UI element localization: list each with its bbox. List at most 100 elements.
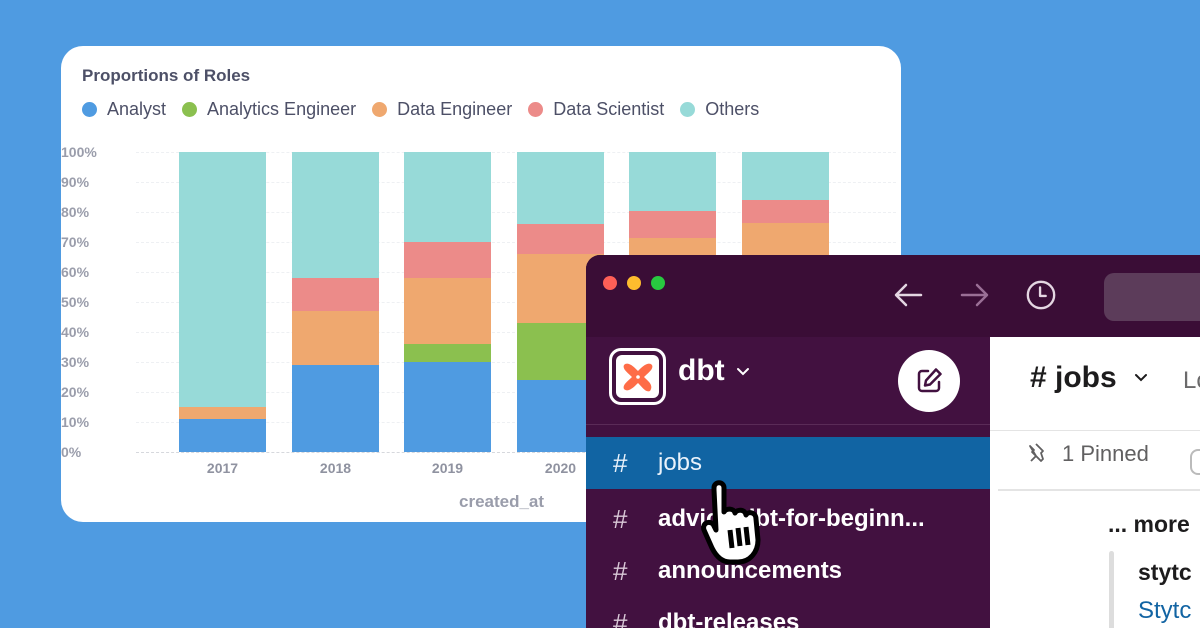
x-tick-label: 2020 [544,460,577,476]
legend-label: Data Scientist [553,99,665,119]
channel-title[interactable]: # jobs [1030,361,1117,394]
dbt-logo-icon [623,363,652,391]
channel-main-pane: # jobs Lo 1 Pinned ... more stytc Stytc [990,337,1200,628]
bar-segment[interactable] [742,200,829,223]
bar-2019[interactable] [404,152,491,452]
search-input[interactable] [1104,273,1200,321]
legend-dot-icon [680,102,696,117]
x-tick-label: 2019 [431,460,464,476]
compose-icon [917,368,942,393]
chart-title: Proportions of Roles [82,66,251,85]
quote-author: stytc [1138,559,1192,585]
hash-icon: # [613,503,628,534]
bar-2017[interactable] [179,152,266,452]
arrow-right-icon [960,283,989,307]
legend-item-analytics-engineer[interactable]: Analytics Engineer [182,99,356,120]
hash-icon: # [613,555,628,586]
title-bar [586,255,1200,337]
legend-label: Analyst [107,99,167,119]
bar-segment[interactable] [404,344,491,362]
bar-2018[interactable] [292,152,379,452]
legend-dot-icon [182,102,198,117]
channel-item-jobs[interactable]: # jobs [586,437,990,489]
bar-segment[interactable] [179,152,266,407]
bar-segment[interactable] [292,365,379,452]
channel-label: announcements [658,557,843,584]
bar-segment[interactable] [404,278,491,344]
grid-line [136,152,896,153]
hand-pointer-cursor-icon [701,480,761,565]
workspace-logo[interactable] [609,348,666,405]
chevron-down-icon[interactable] [736,367,750,377]
grid-line [136,242,896,243]
bar-segment[interactable] [292,152,379,278]
quote-link[interactable]: Stytc [1138,597,1192,624]
grid-line [136,392,896,393]
bar-segment[interactable] [517,152,604,224]
x-axis-label: created_at [459,492,545,511]
legend-label: Analytics Engineer [207,99,357,119]
arrow-left-icon [894,283,923,307]
pinned-label: 1 Pinned [1062,441,1149,466]
maximize-window-button[interactable] [651,276,665,290]
quote-bar [1109,551,1114,628]
bar-segment[interactable] [629,152,716,211]
bookmark-icon[interactable] [1190,449,1200,475]
channel-label: advice-dbt-for-beginn... [658,505,925,532]
bar-segment[interactable] [404,362,491,452]
channel-item-advice-dbt-for-beginners[interactable]: # advice-dbt-for-beginn... [586,493,990,545]
sidebar: dbt # jobs # advice-dbt-for-beginn... # … [586,337,990,628]
bar-segment[interactable] [629,210,716,238]
legend-dot-icon [82,102,97,117]
forward-button[interactable] [959,279,991,311]
minimize-window-button[interactable] [627,276,641,290]
divider [990,430,1200,431]
compose-button[interactable] [898,350,960,412]
workspace-name[interactable]: dbt [678,354,725,387]
slack-window: dbt # jobs # advice-dbt-for-beginn... # … [586,255,1200,628]
chart-legend: Analyst Analytics Engineer Data Engineer… [82,99,759,120]
bar-segment[interactable] [179,407,266,419]
channel-label: jobs [658,449,703,476]
channel-item-dbt-releases[interactable]: # dbt-releases [586,597,990,628]
grid-line [136,212,896,213]
grid-line [136,302,896,303]
legend-label: Others [705,99,760,119]
grid-line [136,422,896,423]
legend-dot-icon [372,102,388,117]
x-tick-label: 2018 [319,460,352,476]
history-button[interactable] [1025,279,1057,311]
close-window-button[interactable] [603,276,617,290]
pin-icon [1029,443,1044,462]
channel-header-subtext: Lo [1183,367,1200,394]
chevron-down-icon[interactable] [1134,373,1148,383]
workspace-header: dbt [586,337,990,425]
bar-segment[interactable] [404,152,491,242]
bar-segment[interactable] [517,224,604,254]
message-more-text: ... more [1108,511,1190,537]
legend-item-data-scientist[interactable]: Data Scientist [528,99,664,120]
grid-line [136,362,896,363]
legend-item-data-engineer[interactable]: Data Engineer [372,99,512,120]
legend-item-analyst[interactable]: Analyst [82,99,166,120]
channel-label: dbt-releases [658,609,800,628]
grid-line [136,182,896,183]
legend-dot-icon [528,102,544,117]
x-tick-label: 2017 [206,460,239,476]
divider [998,489,1200,491]
bar-segment[interactable] [404,242,491,278]
clock-icon [1026,280,1056,310]
bar-segment[interactable] [292,311,379,365]
bar-segment[interactable] [742,152,829,200]
bar-segment[interactable] [179,419,266,452]
bar-segment[interactable] [292,278,379,311]
pinned-button[interactable]: 1 Pinned [1028,441,1149,467]
hash-icon: # [613,447,628,478]
grid-line [136,332,896,333]
channel-item-announcements[interactable]: # announcements [586,545,990,597]
back-button[interactable] [892,279,924,311]
hash-icon: # [613,607,628,628]
grid-line [136,452,896,453]
legend-item-others[interactable]: Others [680,99,759,120]
legend-label: Data Engineer [397,99,513,119]
